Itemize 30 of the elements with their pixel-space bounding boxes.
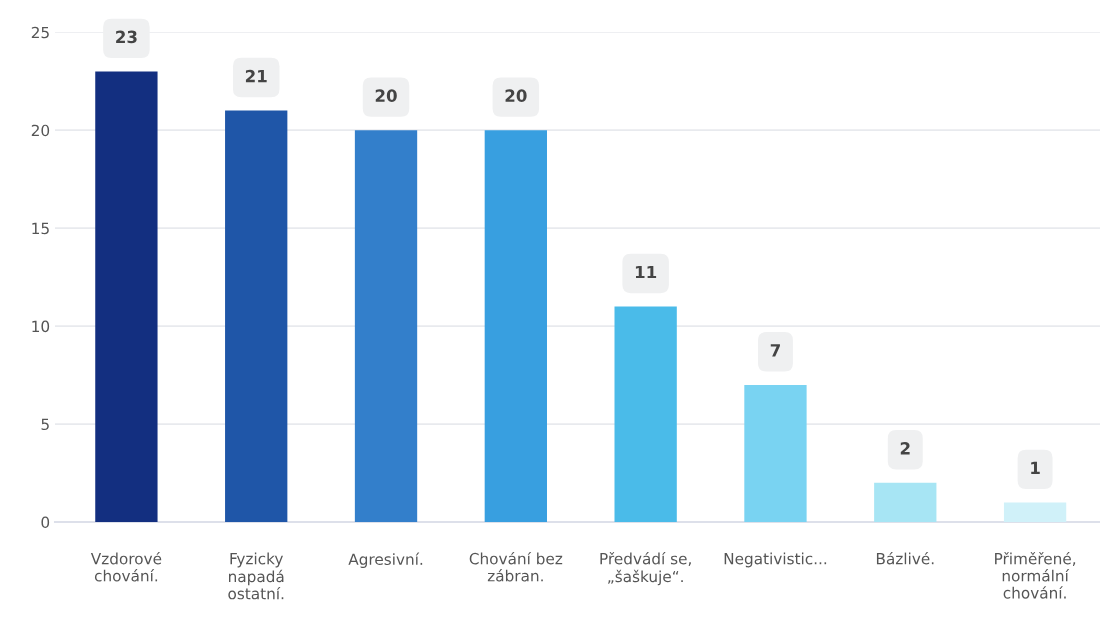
y-tick-label: 15 bbox=[32, 222, 49, 235]
y-tick-label: 0 bbox=[41, 516, 50, 529]
bar bbox=[484, 130, 547, 523]
data-label: 2 bbox=[900, 442, 910, 455]
data-label: 1 bbox=[1031, 461, 1040, 474]
data-label: 23 bbox=[116, 30, 137, 44]
data-label: 11 bbox=[635, 265, 657, 279]
bar bbox=[614, 306, 677, 523]
x-tick-label: Předvádí se, „šaškuje“. bbox=[600, 551, 691, 586]
y-tick-label: 20 bbox=[31, 124, 50, 137]
bar bbox=[1003, 502, 1067, 523]
bar bbox=[744, 384, 807, 523]
bar bbox=[225, 110, 288, 523]
data-label: 20 bbox=[375, 89, 397, 102]
bar bbox=[95, 71, 158, 523]
x-tick-label: Vzdorové chování. bbox=[90, 551, 162, 582]
bar bbox=[874, 482, 937, 523]
data-label: 21 bbox=[245, 69, 267, 83]
x-tick-label: Bázlivé. bbox=[876, 551, 934, 565]
x-tick-label: Negativistic... bbox=[724, 552, 827, 568]
bar bbox=[354, 130, 418, 523]
x-tick-label: Chování bez zábran. bbox=[469, 551, 563, 582]
y-tick-label: 25 bbox=[31, 26, 49, 39]
y-tick-label: 10 bbox=[32, 320, 50, 333]
x-tick-label: Agresivní. bbox=[348, 552, 423, 568]
data-label: 7 bbox=[770, 344, 780, 357]
y-tick-label: 5 bbox=[41, 418, 49, 431]
x-tick-label: Fyzicky napadá ostatní. bbox=[228, 552, 284, 600]
x-tick-label: Přiměřené, normální chování. bbox=[995, 551, 1076, 599]
data-label: 20 bbox=[505, 89, 527, 102]
